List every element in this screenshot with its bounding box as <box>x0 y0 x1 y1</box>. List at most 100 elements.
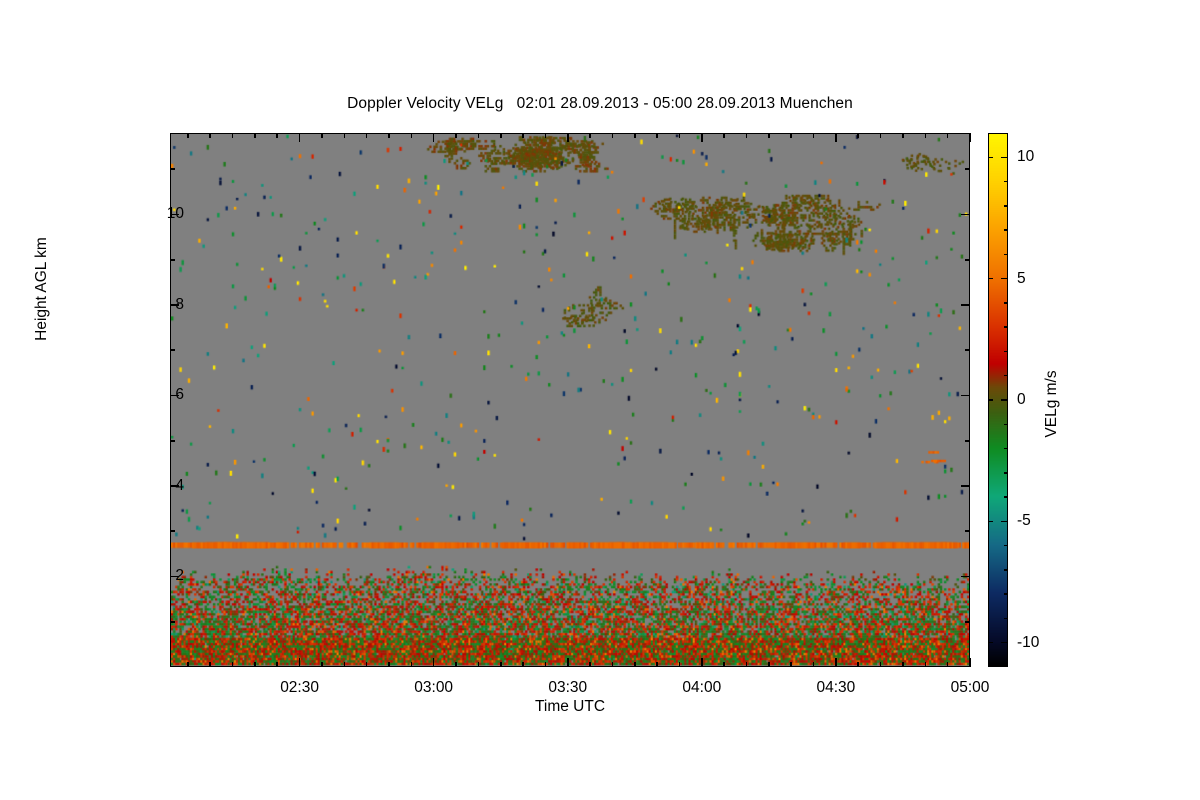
axis-tick <box>879 662 882 667</box>
axis-tick <box>589 133 591 138</box>
y-tick-label: 10 <box>166 205 184 223</box>
colorbar-tick <box>1004 180 1008 183</box>
colorbar-tick <box>1004 617 1008 620</box>
axis-tick <box>432 658 435 667</box>
axis-tick <box>902 133 904 138</box>
axis-tick <box>522 662 524 667</box>
y-tick-label: 6 <box>175 386 184 404</box>
colorbar-tick <box>988 520 993 523</box>
axis-tick <box>321 662 323 667</box>
axis-tick <box>678 662 681 667</box>
y-tick-label: 8 <box>175 295 184 313</box>
axis-tick <box>790 662 793 667</box>
colorbar-tick <box>1001 641 1008 644</box>
axis-tick <box>678 133 681 138</box>
colorbar-tick <box>1004 544 1008 547</box>
colorbar-gradient <box>989 134 1007 666</box>
axis-tick <box>321 133 323 138</box>
colorbar-tick <box>1001 399 1008 401</box>
x-tick-label: 03:30 <box>548 679 588 696</box>
axis-tick <box>410 662 413 667</box>
axis-tick <box>969 133 971 142</box>
axis-tick <box>723 133 725 138</box>
axis-tick <box>634 662 636 667</box>
axis-tick <box>388 662 390 667</box>
axis-tick <box>170 258 175 261</box>
axis-tick <box>961 304 970 306</box>
axis-tick <box>522 133 524 138</box>
axis-tick <box>857 133 860 138</box>
axis-tick <box>589 662 591 667</box>
axis-tick <box>656 133 658 138</box>
colorbar-tick <box>988 641 993 644</box>
colorbar-tick <box>988 399 993 401</box>
axis-tick <box>965 530 970 533</box>
axis-tick <box>566 133 569 142</box>
axis-tick <box>701 658 703 667</box>
axis-tick <box>254 133 256 138</box>
colorbar-label: VELg m/s <box>1043 370 1060 438</box>
axis-tick <box>455 133 457 138</box>
axis-tick <box>946 133 949 138</box>
colorbar-tick <box>1004 447 1008 450</box>
colorbar-tick <box>1004 374 1008 377</box>
axis-tick <box>768 662 770 667</box>
axis-tick <box>298 133 301 142</box>
axis-tick <box>170 168 175 170</box>
axis-tick <box>170 575 179 578</box>
plot-area <box>170 133 970 667</box>
axis-tick <box>634 133 636 138</box>
x-tick-label: 05:00 <box>950 679 990 696</box>
axis-tick <box>544 133 547 138</box>
axis-tick <box>835 658 837 667</box>
axis-tick <box>611 662 614 667</box>
axis-tick <box>902 662 904 667</box>
axis-tick <box>961 575 970 578</box>
colorbar-tick <box>988 277 993 280</box>
axis-tick <box>477 662 480 667</box>
axis-tick <box>170 530 175 533</box>
axis-tick <box>170 485 179 487</box>
axis-tick <box>187 133 189 138</box>
axis-tick <box>544 662 547 667</box>
colorbar-tick-label: -10 <box>1017 633 1040 651</box>
y-axis-label: Height AGL km <box>33 237 50 341</box>
axis-tick <box>254 662 256 667</box>
colorbar-tick <box>1004 496 1008 498</box>
axis-tick <box>209 133 212 138</box>
axis-tick <box>965 258 970 261</box>
axis-tick <box>276 662 279 667</box>
axis-tick <box>231 133 234 138</box>
axis-tick <box>790 133 793 138</box>
colorbar-tick <box>1004 302 1008 304</box>
axis-tick <box>835 133 837 142</box>
axis-tick <box>410 133 413 138</box>
colorbar-tick <box>1001 277 1008 280</box>
axis-tick <box>499 133 502 138</box>
colorbar-tick-label: -5 <box>1017 512 1031 530</box>
axis-tick <box>388 133 390 138</box>
axis-tick <box>298 658 301 667</box>
axis-tick <box>965 439 970 442</box>
axis-tick <box>455 662 457 667</box>
axis-tick <box>611 133 614 138</box>
axis-tick <box>170 394 179 397</box>
colorbar-tick <box>1004 569 1008 571</box>
axis-tick <box>965 168 970 170</box>
axis-tick <box>170 349 175 351</box>
axis-tick <box>965 620 970 623</box>
axis-tick <box>170 213 179 216</box>
axis-tick <box>170 439 175 442</box>
colorbar-tick <box>1004 229 1008 231</box>
axis-tick <box>343 133 346 138</box>
axis-tick <box>924 133 927 138</box>
y-tick-label: 4 <box>175 476 184 494</box>
colorbar-tick-label: 10 <box>1017 148 1035 166</box>
doppler-velocity-heatmap <box>171 134 969 666</box>
x-tick-label: 02:30 <box>280 679 319 696</box>
colorbar-tick-label: 5 <box>1017 269 1026 287</box>
axis-tick <box>857 662 860 667</box>
axis-tick <box>343 662 346 667</box>
axis-tick <box>209 662 212 667</box>
x-tick-label: 04:30 <box>816 679 856 696</box>
